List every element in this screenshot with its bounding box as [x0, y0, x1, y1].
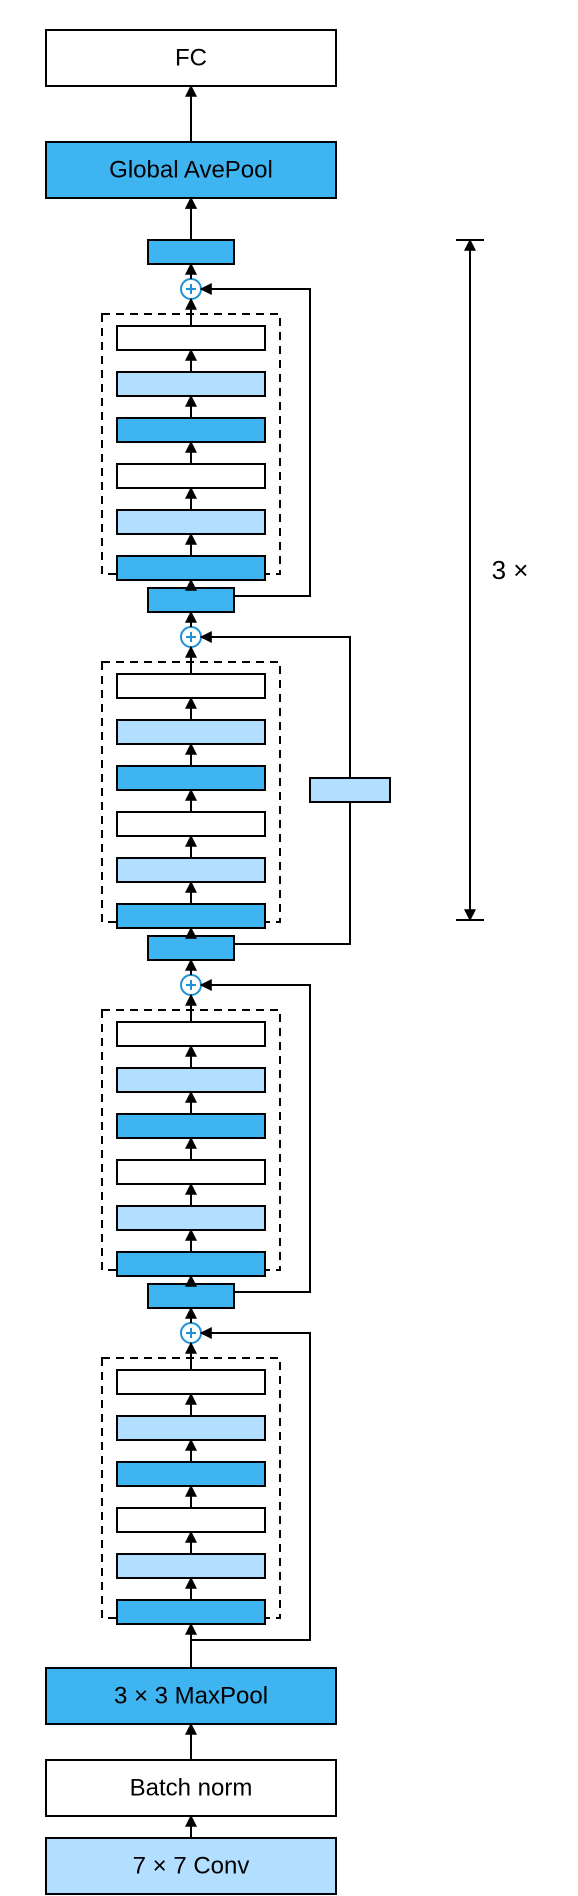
layer-g2-0	[117, 1022, 265, 1046]
layer-g2-1	[117, 1068, 265, 1092]
transition-t3	[148, 588, 234, 612]
layer-g1-3	[117, 1508, 265, 1532]
layer-g3-1	[117, 720, 265, 744]
gap-label: Global AvePool	[109, 157, 273, 184]
conv-label: 7 × 7 Conv	[133, 1853, 250, 1880]
layer-g1-4	[117, 1554, 265, 1578]
layer-g2-5	[117, 1252, 265, 1276]
layer-g3-5	[117, 904, 265, 928]
fc-label: FC	[175, 45, 207, 72]
maxpool-label: 3 × 3 MaxPool	[114, 1683, 268, 1710]
skip-upper-g3	[201, 637, 350, 778]
layer-g4-4	[117, 510, 265, 534]
layer-g3-4	[117, 858, 265, 882]
layer-g3-0	[117, 674, 265, 698]
layer-g3-3	[117, 812, 265, 836]
layer-g4-1	[117, 372, 265, 396]
batchnorm-label: Batch norm	[130, 1775, 253, 1802]
layer-g1-2	[117, 1462, 265, 1486]
layer-g1-5	[117, 1600, 265, 1624]
layer-g3-2	[117, 766, 265, 790]
transition-t2	[148, 936, 234, 960]
layer-g4-3	[117, 464, 265, 488]
layer-g4-0	[117, 326, 265, 350]
layer-g2-4	[117, 1206, 265, 1230]
repeat-label: 3 ×	[492, 555, 529, 585]
transition-t4	[148, 240, 234, 264]
layer-g2-2	[117, 1114, 265, 1138]
layer-g2-3	[117, 1160, 265, 1184]
layer-g1-1	[117, 1416, 265, 1440]
layer-g4-2	[117, 418, 265, 442]
transition-t1	[148, 1284, 234, 1308]
layer-g4-5	[117, 556, 265, 580]
skip-block-g3	[310, 778, 390, 802]
layer-g1-0	[117, 1370, 265, 1394]
